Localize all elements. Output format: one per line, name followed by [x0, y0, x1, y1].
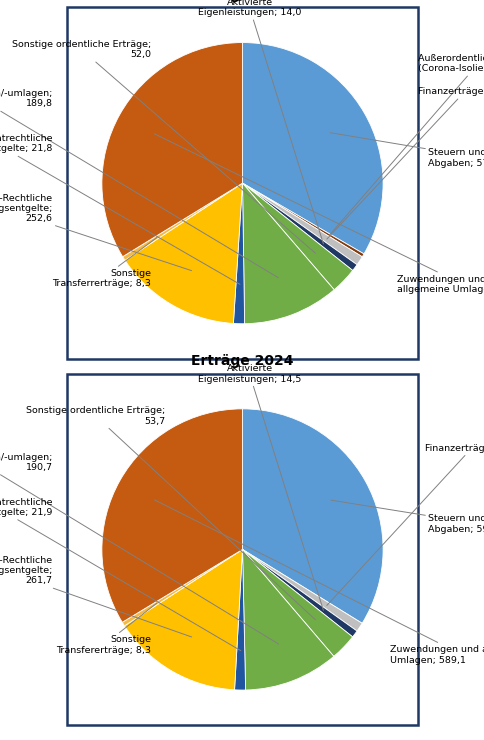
Wedge shape	[242, 183, 352, 290]
Text: Sonstige
Transfererträge; 8,3: Sonstige Transfererträge; 8,3	[56, 603, 156, 655]
Wedge shape	[242, 42, 382, 254]
Text: Außerordentliche Erträge
(Corona-Isolierung); 6,5: Außerordentliche Erträge (Corona-Isolier…	[329, 54, 484, 235]
Wedge shape	[122, 549, 242, 626]
Text: Kostenerstattungen/-umlagen;
190,7: Kostenerstattungen/-umlagen; 190,7	[0, 453, 278, 644]
Bar	[67, 7, 417, 359]
Bar	[67, 374, 417, 725]
Text: Privatrechtliche
Leistungsentgelte; 21,9: Privatrechtliche Leistungsentgelte; 21,9	[0, 497, 240, 650]
Text: Finanzerträge; 18,4: Finanzerträge; 18,4	[326, 444, 484, 605]
Wedge shape	[124, 549, 242, 690]
Wedge shape	[242, 549, 333, 690]
Wedge shape	[234, 549, 245, 690]
Wedge shape	[233, 183, 244, 323]
Wedge shape	[242, 183, 363, 257]
Wedge shape	[242, 408, 382, 623]
Wedge shape	[242, 183, 362, 265]
Text: Steuern und  ähnliche
Abgaben; 572,9: Steuern und ähnliche Abgaben; 572,9	[330, 132, 484, 167]
Text: Aktivierte
Eigenleistungen; 14,0: Aktivierte Eigenleistungen; 14,0	[197, 0, 323, 244]
Text: Kostenerstattungen/-umlagen;
189,8: Kostenerstattungen/-umlagen; 189,8	[0, 89, 278, 278]
Title: Erträge 2024: Erträge 2024	[191, 354, 293, 369]
Text: Öffentlich-Rechtliche
Leistungsentgelte;
261,7: Öffentlich-Rechtliche Leistungsentgelte;…	[0, 556, 191, 637]
Wedge shape	[242, 549, 356, 637]
Text: Öffentlich-Rechtliche
Leistungsentgelte;
252,6: Öffentlich-Rechtliche Leistungsentgelte;…	[0, 194, 191, 271]
Wedge shape	[102, 42, 242, 257]
Text: Sonstige
Transferrerträge; 8,3: Sonstige Transferrerträge; 8,3	[52, 238, 157, 289]
Wedge shape	[122, 183, 242, 260]
Wedge shape	[102, 408, 242, 622]
Text: Sonstige ordentliche Erträge;
53,7: Sonstige ordentliche Erträge; 53,7	[26, 406, 315, 619]
Wedge shape	[242, 183, 356, 271]
Text: Privatrechtliche
Leistungsentgelte; 21,8: Privatrechtliche Leistungsentgelte; 21,8	[0, 134, 240, 284]
Wedge shape	[125, 183, 242, 323]
Text: Zuwendungen und
allgemeine Umlagen; 579,1: Zuwendungen und allgemeine Umlagen; 579,…	[154, 134, 484, 294]
Text: Finanzerträge; 18,4: Finanzerträge; 18,4	[326, 87, 484, 239]
Text: Zuwendungen und allgemeine
Umlagen; 589,1: Zuwendungen und allgemeine Umlagen; 589,…	[154, 500, 484, 665]
Wedge shape	[242, 183, 333, 323]
Wedge shape	[242, 549, 362, 631]
Text: Steuern und  ähnliche
Abgaben; 591,4: Steuern und ähnliche Abgaben; 591,4	[330, 500, 484, 534]
Title: Erträge 2023: Erträge 2023	[191, 0, 293, 2]
Wedge shape	[242, 549, 352, 656]
Text: Sonstige ordentliche Erträge;
52,0: Sonstige ordentliche Erträge; 52,0	[12, 40, 315, 253]
Text: Aktivierte
Eigenleistungen; 14,5: Aktivierte Eigenleistungen; 14,5	[197, 364, 323, 610]
